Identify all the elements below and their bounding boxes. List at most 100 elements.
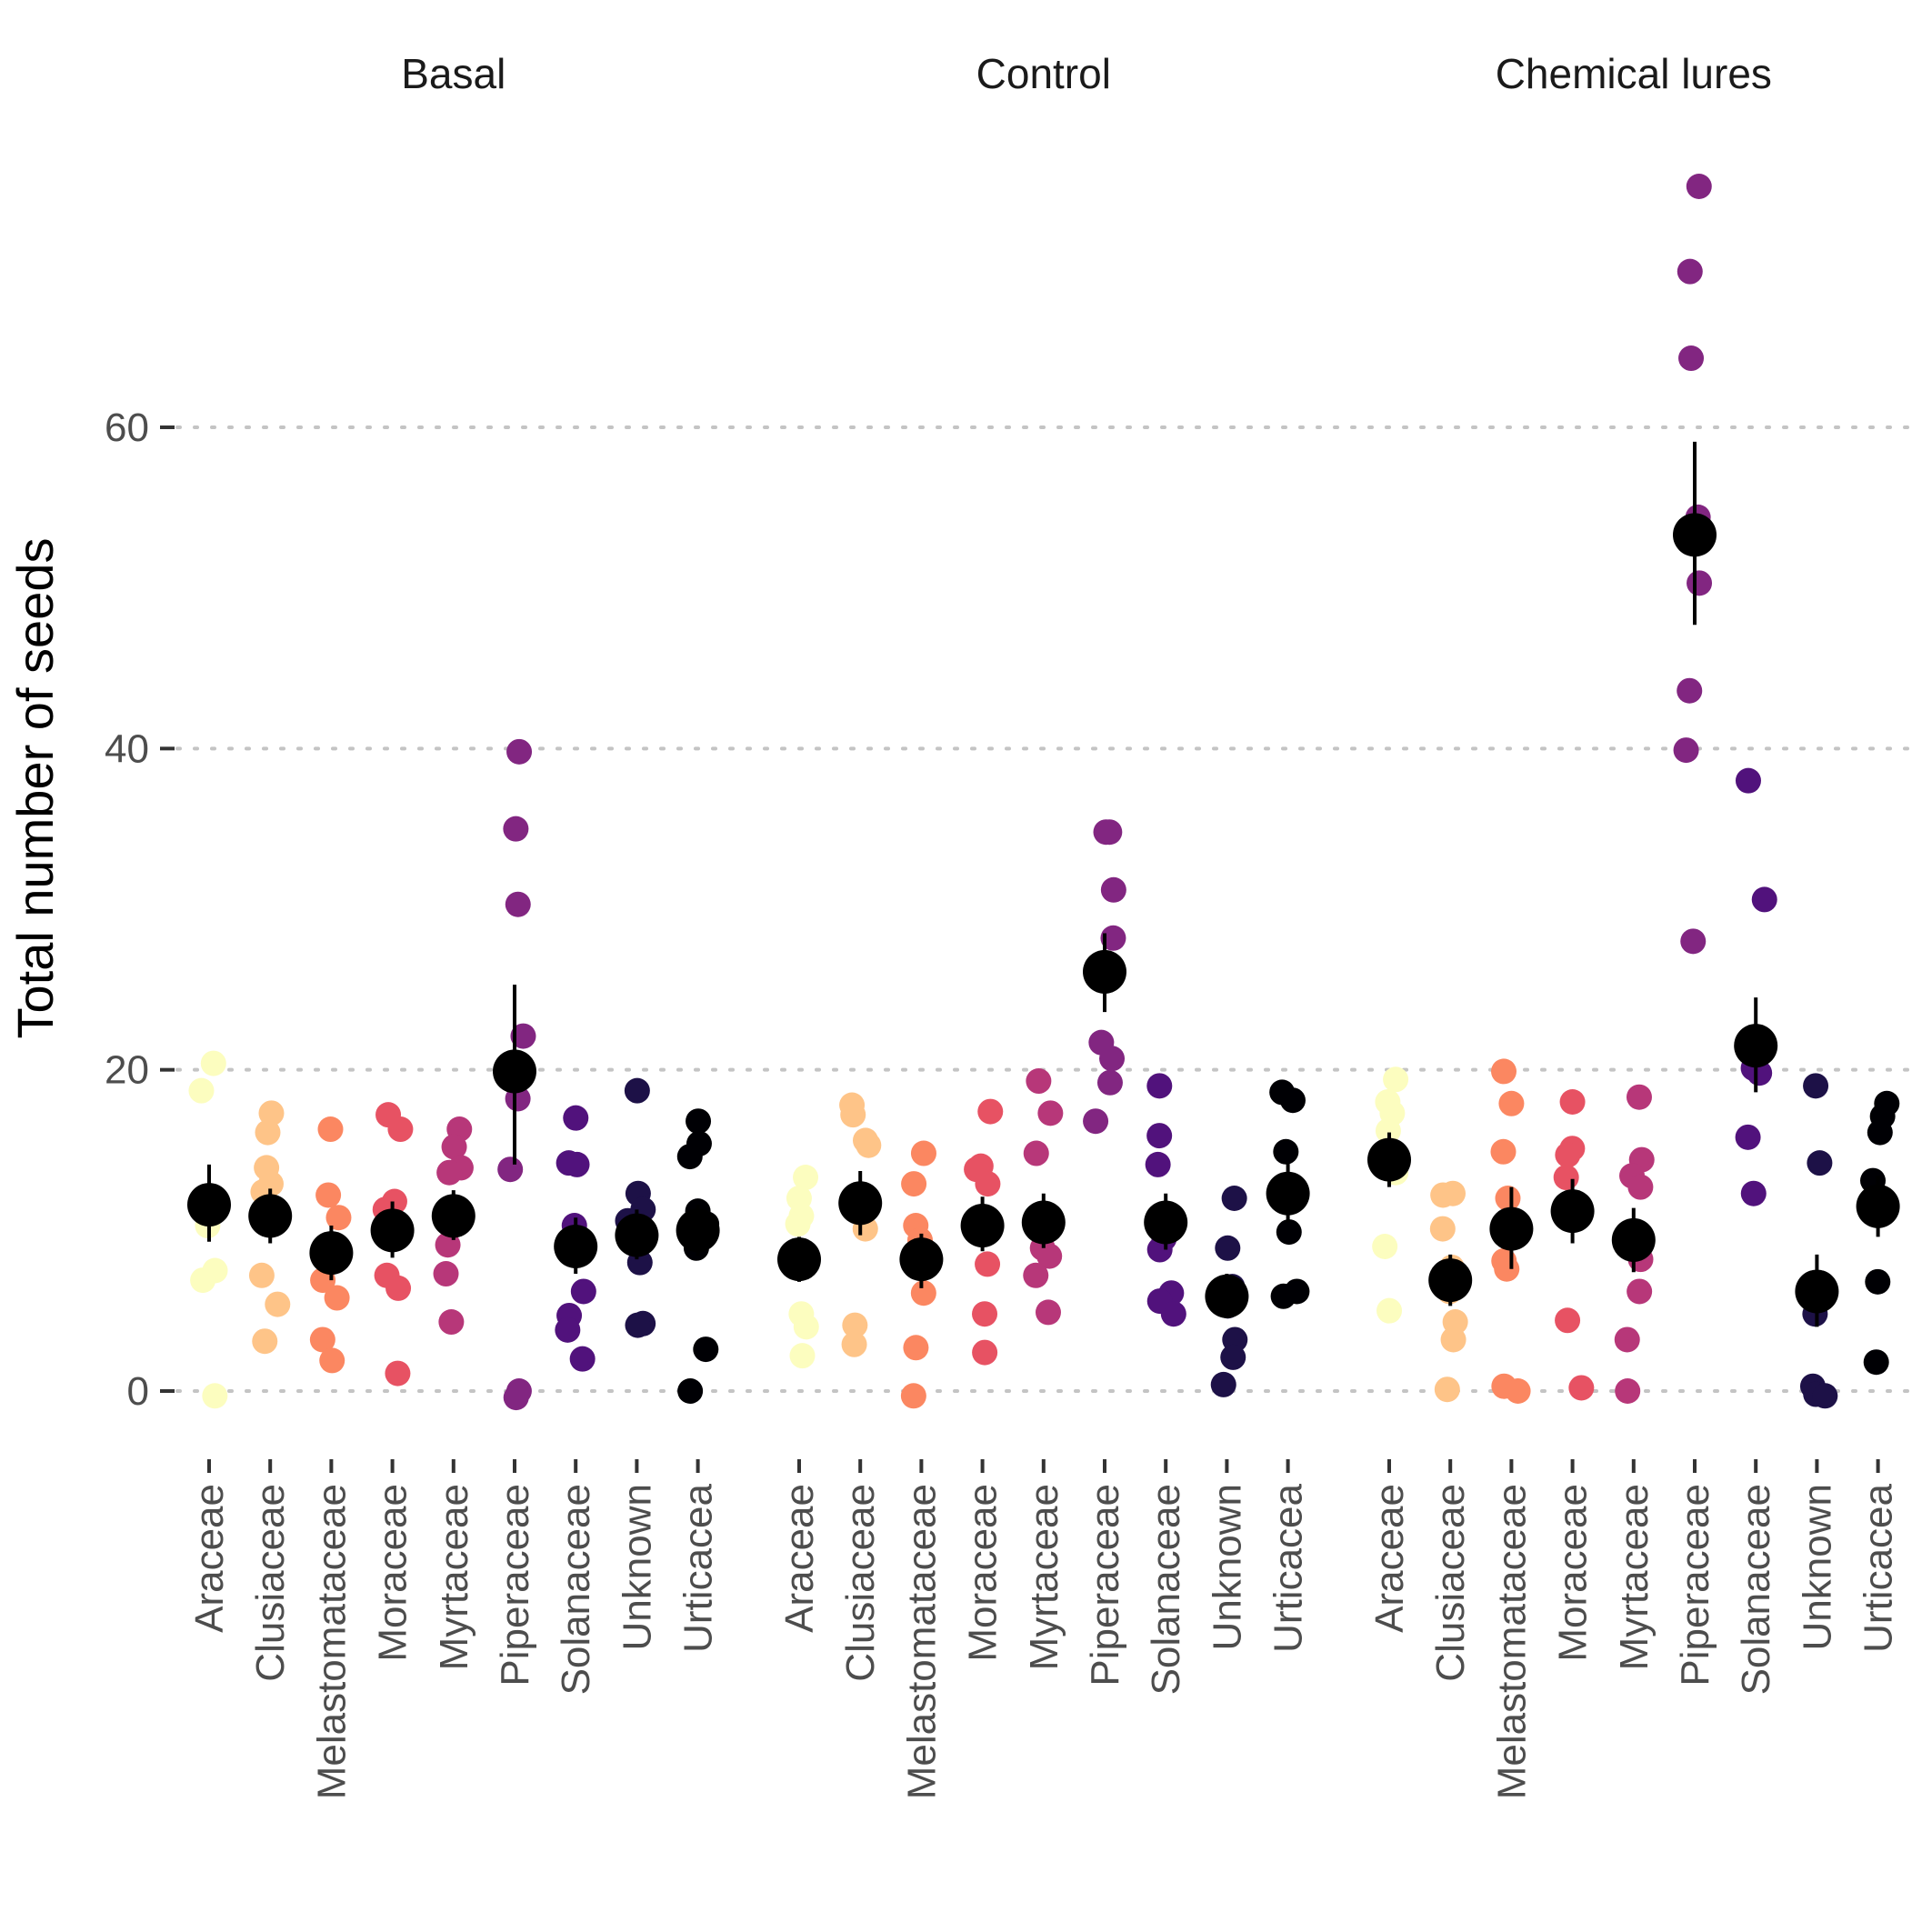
data-point <box>840 1102 866 1128</box>
data-point <box>1686 174 1712 199</box>
data-point <box>1678 345 1705 372</box>
data-point <box>1677 677 1703 704</box>
data-point <box>325 1205 352 1231</box>
data-point <box>785 1211 811 1237</box>
group-control-unknown: Unknown <box>1205 1186 1249 1650</box>
x-tick-label-urticacea: Urticacea <box>676 1483 721 1652</box>
group-basal-melastomataceae: Melastomataceae <box>309 1116 354 1799</box>
group-control-solanaceae: Solanaceae <box>1144 1073 1188 1695</box>
data-point <box>1751 886 1777 913</box>
data-point <box>686 1108 712 1135</box>
y-tick-label-40: 40 <box>105 726 149 771</box>
data-point <box>1100 876 1126 903</box>
data-point <box>1494 1256 1520 1282</box>
data-point <box>1160 1301 1186 1327</box>
data-point <box>1559 1089 1586 1115</box>
data-point <box>385 1360 411 1386</box>
data-point <box>433 1261 459 1287</box>
group-chemical-lures-clusiaceae: Clusiaceae <box>1428 1180 1473 1682</box>
data-point <box>190 1267 216 1294</box>
x-tick-label-myrtaceae: Myrtaceae <box>1612 1484 1657 1670</box>
mean-point <box>838 1181 883 1226</box>
mean-point <box>1795 1269 1839 1314</box>
mean-point <box>431 1194 475 1238</box>
mean-point <box>1489 1206 1534 1251</box>
data-point <box>1807 1150 1833 1176</box>
data-point <box>1279 1087 1306 1114</box>
mean-point <box>1428 1258 1473 1303</box>
group-basal-piperaceae: Piperaceae <box>493 738 537 1687</box>
data-point <box>200 1050 226 1076</box>
data-point <box>1680 928 1707 955</box>
data-point <box>563 1105 589 1131</box>
group-chemical-lures-urticacea: Urticacea <box>1856 1090 1901 1653</box>
data-point <box>1687 570 1713 596</box>
data-point <box>903 1335 929 1361</box>
mean-point <box>1611 1217 1656 1262</box>
data-point <box>1145 1151 1171 1177</box>
data-point <box>503 1385 529 1411</box>
data-point <box>248 1262 275 1288</box>
group-chemical-lures-melastomataceae: Melastomataceae <box>1489 1058 1534 1799</box>
mean-point <box>187 1183 231 1227</box>
data-point <box>1430 1182 1457 1208</box>
data-point <box>506 738 533 765</box>
x-tick-label-clusiaceae: Clusiaceae <box>1428 1484 1473 1682</box>
x-tick-label-clusiaceae: Clusiaceae <box>248 1484 293 1682</box>
mean-point <box>554 1225 598 1268</box>
group-chemical-lures-piperaceae: Piperaceae <box>1673 174 1717 1687</box>
data-point <box>1740 1180 1767 1206</box>
data-point <box>1037 1100 1064 1126</box>
data-point <box>841 1331 867 1357</box>
data-point <box>624 1077 650 1104</box>
mean-point <box>1144 1200 1188 1245</box>
mean-point <box>899 1237 944 1282</box>
data-point <box>793 1165 819 1191</box>
data-point <box>793 1314 819 1340</box>
x-tick-label-araceae: Araceae <box>1367 1484 1412 1633</box>
data-point <box>1615 1378 1641 1404</box>
mean-point <box>309 1231 354 1276</box>
x-tick-label-moraceae: Moraceae <box>961 1484 1006 1662</box>
data-point <box>1023 1140 1049 1166</box>
x-tick-label-piperaceae: Piperaceae <box>1673 1484 1717 1687</box>
x-tick-label-melastomataceae: Melastomataceae <box>899 1484 944 1799</box>
mean-point <box>493 1049 536 1094</box>
x-tick-label-araceae: Araceae <box>777 1484 822 1633</box>
data-point <box>625 1312 651 1338</box>
data-point <box>1215 1235 1241 1261</box>
x-tick-label-myrtaceae: Myrtaceae <box>432 1484 476 1670</box>
data-point <box>1555 1307 1581 1334</box>
data-point <box>1146 1123 1173 1149</box>
data-point <box>1553 1165 1579 1191</box>
data-point <box>505 891 531 917</box>
data-point <box>1270 1283 1296 1309</box>
data-point <box>265 1291 291 1317</box>
data-point <box>1375 1117 1401 1144</box>
group-basal-solanaceae: Solanaceae <box>554 1105 598 1695</box>
group-basal-clusiaceae: Clusiaceae <box>248 1100 293 1682</box>
data-point <box>1100 925 1126 951</box>
data-point <box>385 1275 412 1301</box>
mean-point <box>248 1194 293 1238</box>
data-point <box>1495 1186 1521 1211</box>
data-point <box>972 1339 998 1366</box>
data-point <box>1812 1383 1838 1409</box>
x-tick-label-moraceae: Moraceae <box>1551 1484 1596 1662</box>
data-point <box>842 1312 868 1338</box>
x-tick-label-myrtaceae: Myrtaceae <box>1022 1484 1066 1670</box>
data-point <box>202 1383 228 1409</box>
data-point <box>1555 1142 1581 1168</box>
data-point <box>436 1159 463 1186</box>
group-chemical-lures-myrtaceae: Myrtaceae <box>1611 1084 1657 1670</box>
group-chemical-lures-unknown: Unknown <box>1795 1073 1839 1650</box>
group-control-melastomataceae: Melastomataceae <box>899 1140 944 1799</box>
data-point <box>1099 1046 1126 1072</box>
mean-point <box>1734 1024 1778 1068</box>
data-point <box>972 1301 998 1327</box>
mean-point <box>676 1208 720 1253</box>
data-point <box>1677 258 1703 285</box>
mean-point <box>960 1204 1005 1248</box>
group-basal-urticacea: Urticacea <box>676 1108 721 1653</box>
data-point <box>1096 1069 1123 1096</box>
